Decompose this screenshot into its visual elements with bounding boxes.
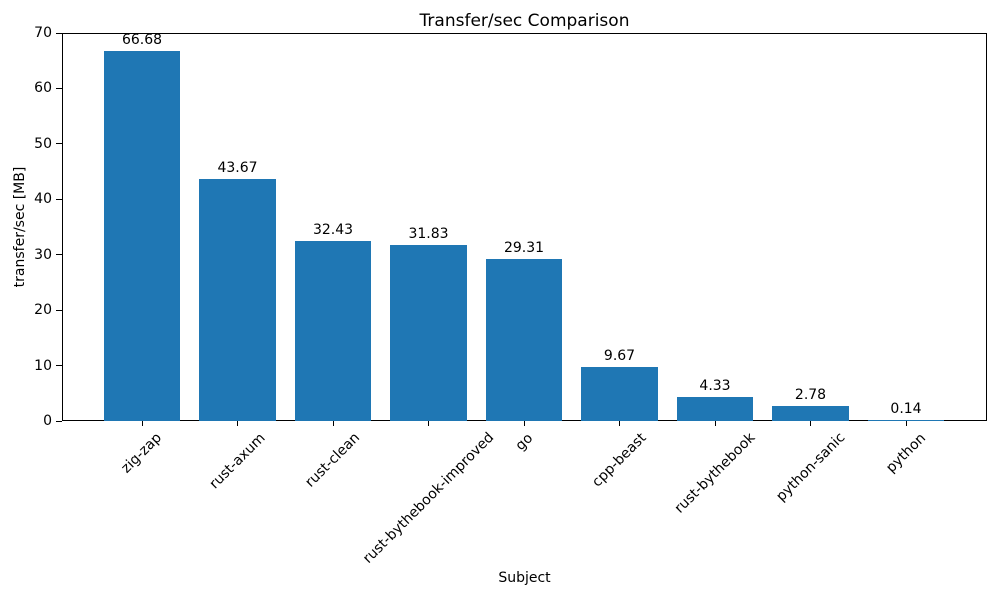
y-tick-label: 70 (34, 25, 52, 41)
bar-value-label: 43.67 (217, 159, 258, 176)
bar-go (485, 258, 563, 421)
chart-title: Transfer/sec Comparison (419, 11, 630, 31)
bar-value-label: 31.83 (408, 225, 449, 242)
y-tick-mark (56, 254, 62, 256)
y-tick-mark (56, 365, 62, 367)
bar-value-label: 32.43 (312, 222, 354, 239)
y-tick-mark (56, 198, 62, 200)
bar-value-label: 0.14 (890, 401, 922, 417)
y-tick-label: 20 (34, 302, 52, 319)
y-tick-mark (56, 32, 62, 34)
x-tick-label: rust-axum (206, 430, 269, 493)
x-tick-mark (332, 421, 334, 426)
bar-value-label: 66.68 (121, 32, 163, 49)
bar-value-label: 9.67 (603, 348, 636, 365)
y-tick-mark (56, 143, 62, 145)
x-tick-mark (810, 421, 811, 426)
bar-zig-zap (103, 51, 181, 421)
bar-cpp-beast (581, 367, 658, 421)
x-tick-mark (428, 421, 429, 426)
y-axis-label: transfer/sec [MB] (12, 166, 28, 288)
x-tick-mark (905, 421, 907, 426)
y-tick-label: 40 (34, 191, 52, 208)
x-tick-label: python-sanic (772, 429, 848, 506)
y-tick-label: 60 (34, 80, 52, 97)
x-tick-mark (141, 421, 143, 426)
bar-python (867, 420, 945, 421)
bar-rust-bythebook (676, 396, 754, 421)
x-tick-mark (714, 421, 716, 426)
bar-value-label: 29.31 (503, 239, 545, 256)
y-tick-label: 0 (43, 413, 52, 429)
y-tick-mark (56, 420, 62, 422)
bar-rust-axum (199, 178, 276, 421)
y-tick-label: 30 (34, 246, 52, 263)
y-tick-label: 50 (34, 135, 52, 152)
x-tick-label: rust-clean (302, 429, 364, 491)
bar-python-sanic (772, 405, 849, 421)
x-tick-label: rust-bythebook (671, 430, 758, 517)
x-tick-label: zig-zap (118, 429, 165, 477)
x-tick-label: python (882, 429, 929, 476)
x-tick-label: go (512, 429, 536, 454)
y-tick-mark (56, 309, 62, 311)
x-tick-label: cpp-beast (589, 429, 650, 491)
x-axis-label: Subject (498, 570, 551, 586)
bar-rust-bythebook-improved (390, 244, 467, 421)
x-tick-mark (619, 421, 620, 426)
x-tick-label: rust-bythebook-improved (359, 429, 497, 568)
bar-value-label: 2.78 (794, 386, 827, 403)
bar-rust-clean (294, 241, 372, 421)
y-tick-label: 10 (34, 357, 52, 374)
x-tick-mark (523, 421, 525, 426)
x-tick-mark (237, 421, 238, 426)
bar-value-label: 4.33 (699, 377, 731, 394)
y-tick-mark (56, 87, 62, 89)
